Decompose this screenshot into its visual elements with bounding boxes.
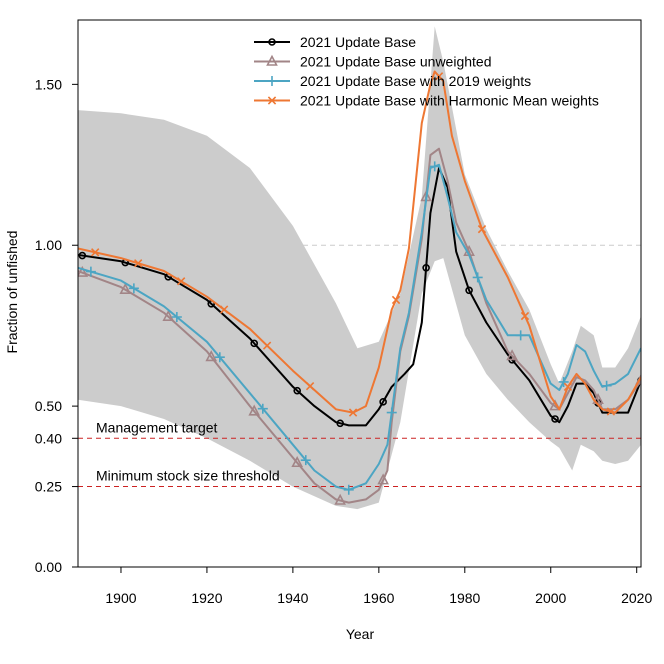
data-point-marker: [506, 349, 518, 361]
data-point-marker: [422, 263, 430, 272]
x-tick-label: 1900: [105, 590, 136, 606]
data-point-marker: [134, 259, 143, 268]
data-point-marker: [268, 38, 276, 46]
reference-line-label: Minimum stock size threshold: [96, 468, 280, 484]
y-tick-label: 0.50: [35, 398, 62, 414]
series-4: [78, 70, 641, 417]
data-point-marker: [520, 311, 530, 321]
data-point-marker: [300, 455, 311, 466]
data-point-marker: [434, 72, 444, 81]
data-point-marker: [293, 386, 301, 395]
data-point-marker: [219, 305, 229, 314]
data-point-marker: [348, 408, 358, 417]
data-point-marker: [336, 419, 344, 428]
data-point-marker: [465, 286, 473, 295]
data-point-marker: [214, 352, 225, 363]
x-tick-label: 1940: [277, 590, 308, 606]
y-tick-label: 0.00: [35, 559, 62, 575]
data-point-marker: [267, 96, 277, 105]
data-point-marker: [250, 339, 259, 348]
data-point-marker: [171, 311, 182, 322]
y-tick-label: 1.50: [35, 76, 62, 92]
reference-line-layer: Management target Minimum stock size thre…: [78, 244, 641, 488]
data-point-marker: [379, 398, 387, 406]
legend-item: 2021 Update Base with Harmonic Mean weig…: [254, 93, 599, 109]
legend-item: 2021 Update Base unweighted: [254, 54, 491, 70]
x-tick-label: 1960: [363, 590, 394, 606]
data-point-marker: [262, 341, 272, 350]
data-point-marker: [78, 251, 87, 260]
data-point-marker: [472, 272, 483, 283]
x-tick-label: 2000: [535, 590, 566, 606]
data-point-marker: [515, 330, 526, 341]
legend: 2021 Update Base 2021 Update Base unweigh…: [254, 34, 599, 109]
data-point-marker: [343, 484, 354, 495]
y-tick-label: 0.25: [35, 479, 62, 495]
axis-layer: 1900 1920 1940 1960 1980 2000 2020 0.00 0.25 0.40…: [35, 76, 653, 606]
data-point-marker: [558, 376, 569, 387]
legend-item: 2021 Update Base with 2019 weights: [254, 73, 531, 89]
data-point-marker: [377, 473, 389, 485]
y-tick-label: 0.40: [35, 430, 62, 446]
data-point-marker: [205, 350, 218, 362]
legend-label: 2021 Update Base with Harmonic Mean weig…: [300, 93, 599, 109]
data-point-marker: [248, 404, 261, 416]
data-point-marker: [606, 407, 616, 416]
data-point-marker: [477, 224, 487, 234]
data-point-marker: [305, 382, 315, 391]
confidence-band-layer: [78, 26, 641, 510]
confidence-interval-band: [78, 26, 641, 510]
data-point-marker: [128, 283, 139, 294]
reference-line-label: Management target: [96, 419, 218, 435]
data-point-marker: [162, 309, 175, 321]
plot-frame: [77, 19, 642, 568]
x-axis-label: Year: [346, 626, 375, 642]
legend-label: 2021 Update Base unweighted: [300, 54, 491, 70]
data-point-marker: [551, 415, 559, 423]
data-point-marker: [78, 265, 89, 277]
y-axis-label: Fraction of unfished: [4, 231, 20, 354]
series-3: [78, 161, 641, 495]
series-layer: [78, 70, 641, 505]
data-point-marker: [85, 266, 96, 277]
x-tick-label: 1980: [449, 590, 480, 606]
data-point-marker: [563, 382, 573, 391]
data-point-marker: [91, 248, 100, 257]
data-point-marker: [429, 161, 440, 172]
legend-label: 2021 Update Base: [300, 34, 416, 50]
data-point-marker: [386, 407, 397, 418]
data-point-marker: [391, 295, 401, 305]
y-tick-label: 1.00: [35, 237, 62, 253]
data-point-marker: [291, 456, 304, 468]
legend-item: 2021 Update Base: [254, 34, 416, 50]
series-line: [78, 70, 641, 414]
data-point-marker: [257, 403, 268, 414]
data-point-marker: [334, 493, 346, 505]
x-tick-label: 1920: [191, 590, 222, 606]
data-point-marker: [266, 54, 278, 66]
legend-label: 2021 Update Base with 2019 weights: [300, 73, 531, 89]
data-point-marker: [267, 76, 277, 86]
x-tick-label: 2020: [621, 590, 652, 606]
data-point-marker: [176, 277, 186, 286]
data-point-marker: [119, 282, 132, 294]
data-point-marker: [601, 380, 612, 391]
